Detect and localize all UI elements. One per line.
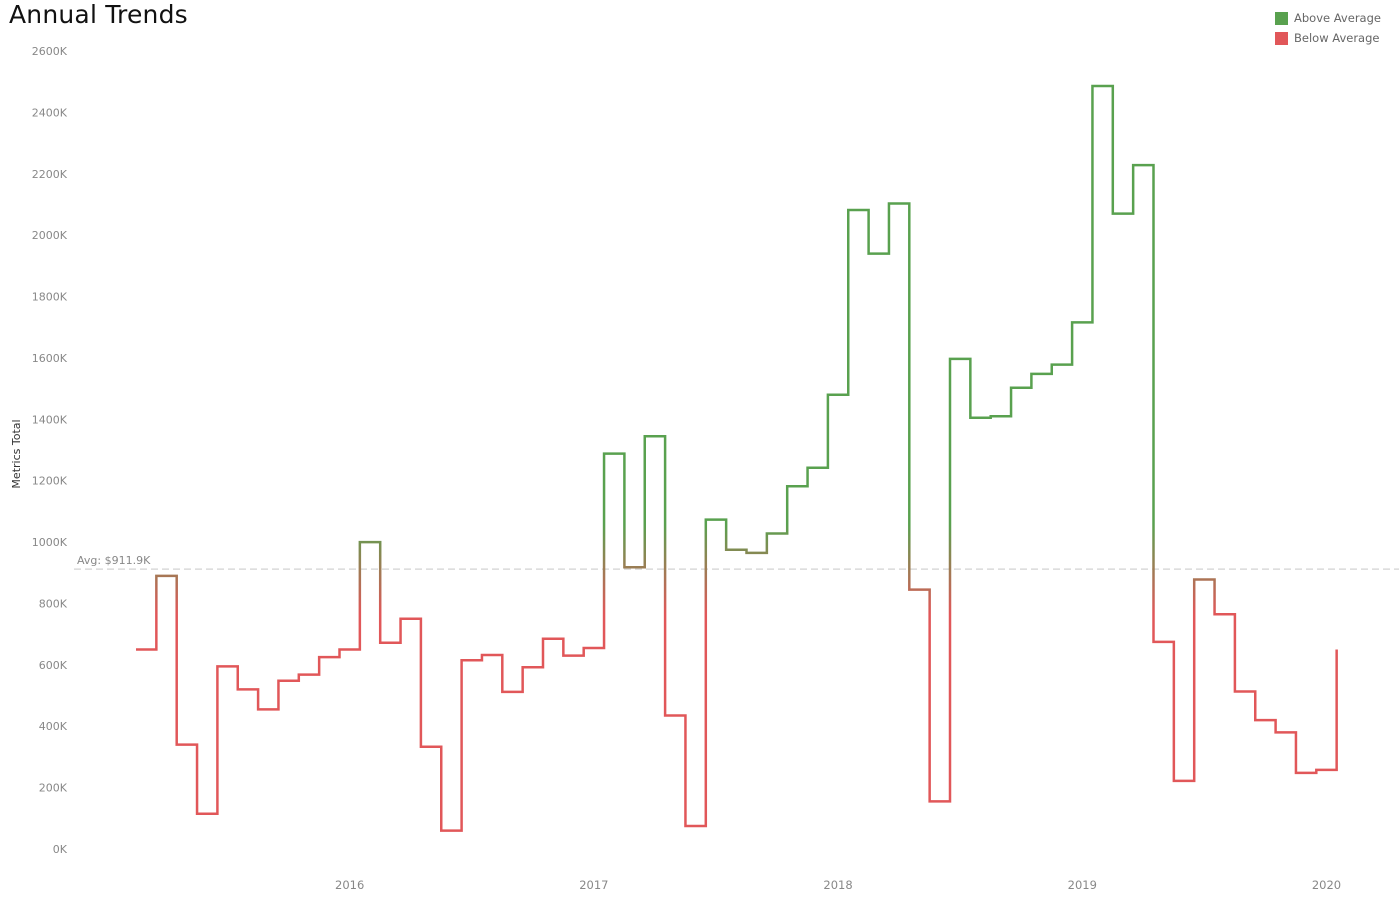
y-tick-label: 2000K (32, 229, 68, 242)
y-tick-label: 2600K (32, 45, 68, 58)
x-tick-label: 2019 (1068, 878, 1097, 892)
legend-item-below[interactable]: Below Average (1275, 28, 1381, 48)
x-tick-label: 2020 (1312, 878, 1341, 892)
legend-label-above: Above Average (1294, 11, 1381, 25)
y-tick-label: 1200K (32, 475, 68, 488)
legend-swatch-below (1275, 31, 1288, 45)
average-label: Avg: $911.9K (77, 554, 151, 567)
y-axis-title: Metrics Total (10, 419, 23, 488)
x-tick-label: 2017 (579, 878, 608, 892)
legend-label-below: Below Average (1294, 31, 1380, 45)
y-tick-label: 1400K (32, 413, 68, 426)
y-tick-label: 400K (39, 720, 68, 733)
y-tick-label: 0K (53, 843, 68, 856)
x-tick-label: 2018 (823, 878, 852, 892)
step-line-series[interactable] (136, 84, 1338, 832)
y-tick-label: 800K (39, 597, 68, 610)
chart-title: Annual Trends (9, 0, 188, 29)
y-tick-label: 1000K (32, 536, 68, 549)
legend-item-above[interactable]: Above Average (1275, 8, 1381, 28)
y-tick-label: 2400K (32, 106, 68, 119)
y-tick-label: 2200K (32, 168, 68, 181)
y-tick-label: 600K (39, 659, 68, 672)
y-tick-label: 200K (39, 782, 68, 795)
y-tick-label: 1800K (32, 291, 68, 304)
legend: Above Average Below Average (1275, 8, 1381, 48)
x-tick-label: 2016 (335, 878, 364, 892)
y-tick-label: 1600K (32, 352, 68, 365)
legend-swatch-above (1275, 11, 1288, 25)
